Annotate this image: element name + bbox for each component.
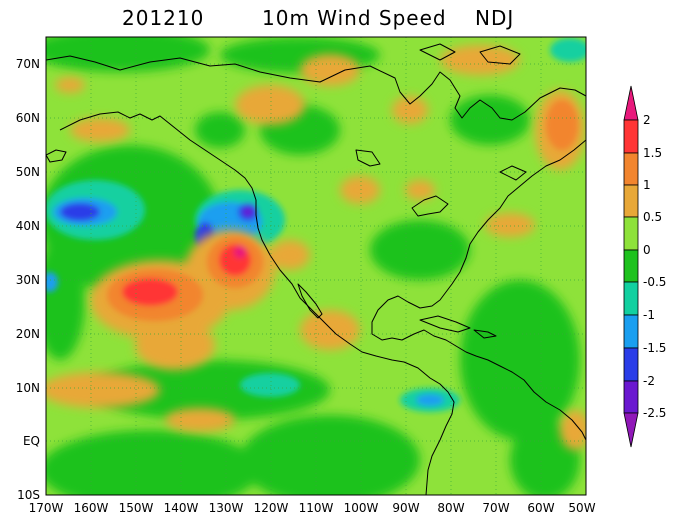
colorbar: 2 1.5 1 0.5 0 -0.5 -1 -1.5 -2 -2.5	[623, 85, 666, 448]
colorbar-label: -0.5	[643, 275, 666, 289]
baja-peninsula	[297, 283, 323, 319]
pacific-coast	[59, 111, 455, 495]
colorbar-segment	[623, 314, 639, 349]
title-season: NDJ	[475, 6, 515, 30]
great-lakes	[411, 195, 449, 217]
colorbar-top-arrow	[623, 85, 639, 121]
colorbar-label: -1	[643, 308, 655, 322]
map-frame	[45, 36, 587, 496]
colorbar-segment	[623, 380, 639, 414]
colorbar-label: -2.5	[643, 406, 666, 420]
lon-label: 50W	[568, 501, 595, 515]
title-date: 201210	[122, 6, 205, 30]
lon-label: 120W	[254, 501, 289, 515]
lon-label: 140W	[164, 501, 199, 515]
aleutian-island	[46, 149, 67, 163]
lat-label: 60N	[16, 111, 40, 125]
lon-label: 60W	[527, 501, 554, 515]
colorbar-label: 0	[643, 243, 651, 257]
colorbar-label: 0.5	[643, 210, 662, 224]
lat-label: 70N	[16, 57, 40, 71]
gridlines	[46, 37, 586, 495]
title-variable: 10m Wind Speed	[262, 6, 447, 30]
arctic-coast	[46, 55, 586, 121]
lon-label: 70W	[482, 501, 509, 515]
atlantic-coast	[371, 139, 586, 441]
anomaly-field	[46, 37, 586, 495]
arctic-island	[479, 45, 521, 65]
colorbar-bottom-arrow	[623, 412, 639, 448]
lon-label: 130W	[209, 501, 244, 515]
lon-label: 110W	[299, 501, 334, 515]
colorbar-label: 1	[643, 178, 651, 192]
lat-label: 20N	[16, 327, 40, 341]
lat-label: 10N	[16, 381, 40, 395]
nova-scotia	[499, 165, 527, 181]
hispaniola	[473, 329, 497, 339]
colorbar-label: -2	[643, 374, 655, 388]
colorbar-segment	[623, 281, 639, 316]
lon-label: 160W	[74, 501, 109, 515]
lon-axis: 170W 160W 150W 140W 130W 120W 110W 100W …	[29, 501, 596, 515]
lat-axis: 70N 60N 50N 40N 30N 20N 10N EQ 10S	[16, 57, 40, 502]
colorbar-segment	[623, 119, 639, 154]
lat-label: EQ	[23, 434, 40, 448]
lat-label: 10S	[17, 488, 40, 502]
colorbar-label: 1.5	[643, 146, 662, 160]
map-title: 201210 10m Wind Speed NDJ	[0, 2, 680, 32]
lon-label: 170W	[29, 501, 64, 515]
colorbar-segment	[623, 184, 639, 218]
lon-label: 150W	[119, 501, 154, 515]
lon-label: 100W	[344, 501, 379, 515]
colorbar-segment	[623, 347, 639, 382]
coastlines	[46, 43, 586, 495]
colorbar-segment	[623, 152, 639, 186]
lat-label: 30N	[16, 273, 40, 287]
colorbar-label: 2	[643, 113, 651, 127]
colorbar-segment	[623, 216, 639, 251]
cuba	[419, 315, 471, 333]
colorbar-segment	[623, 249, 639, 283]
colorbar-label: -1.5	[643, 341, 666, 355]
lake-winnipeg	[355, 149, 381, 167]
lon-label: 90W	[392, 501, 419, 515]
lat-label: 50N	[16, 165, 40, 179]
lon-label: 80W	[437, 501, 464, 515]
lat-label: 40N	[16, 219, 40, 233]
arctic-island-2	[419, 43, 456, 61]
